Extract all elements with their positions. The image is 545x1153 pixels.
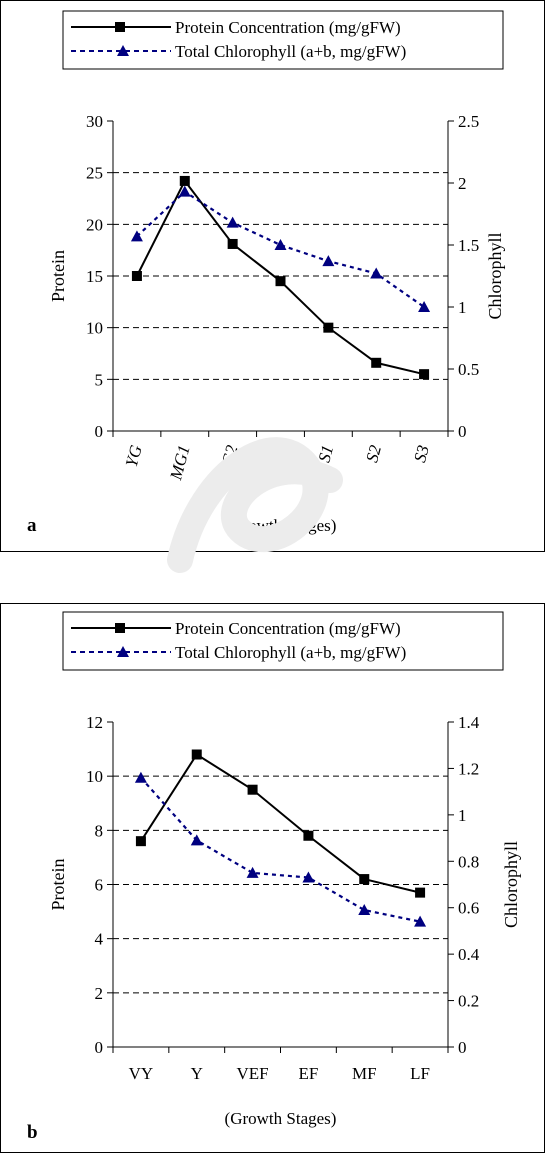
protein-point (135, 836, 146, 847)
chlorophyll-point (246, 866, 259, 878)
chlorophyll-point (130, 230, 143, 242)
chart-panel-a: Protein Concentration (mg/gFW) Total Chlo… (0, 0, 545, 552)
y-axis-title: Protein (48, 250, 68, 302)
left-tick-label: 5 (95, 370, 104, 389)
x-tick-label: MF (352, 1064, 377, 1083)
right-tick-label: 0 (458, 422, 467, 441)
legend-marker-triangle (117, 45, 129, 56)
protein-point (415, 887, 426, 898)
protein-point (303, 830, 314, 841)
legend-marker-square (115, 623, 125, 633)
chart-b-svg: Protein Concentration (mg/gFW) Total Chlo… (27, 611, 521, 1143)
x-tick-label: MG1 (166, 443, 194, 483)
x-tick-label: MG2 (214, 443, 242, 483)
legend-box (62, 611, 504, 671)
chlorophyll-point (302, 871, 315, 883)
legend-box (62, 10, 504, 70)
chlorophyll-point (418, 301, 431, 312)
left-tick-label: 30 (86, 112, 103, 131)
legend-label-0: Protein Concentration (mg/gFW) (175, 619, 401, 638)
chlorophyll-point (322, 255, 335, 267)
left-tick-label: 2 (95, 984, 104, 1003)
protein-point (179, 175, 190, 186)
left-tick-label: 10 (86, 767, 103, 786)
chlorophyll-point (414, 915, 427, 927)
protein-point (191, 749, 202, 760)
x-axis-title: (Growth Stages) (225, 516, 337, 535)
right-tick-label: 1 (458, 806, 467, 825)
right-tick-label: 1.4 (458, 713, 480, 732)
x-tick-label: MG3 (262, 443, 290, 483)
chart-a-svg: Protein Concentration (mg/gFW) Total Chlo… (27, 10, 505, 536)
chlorophyll-point (358, 904, 371, 916)
x-tick-label: S2 (362, 443, 385, 465)
chlorophyll-point (178, 185, 191, 197)
chlorophyll-point (370, 267, 383, 279)
series-line-chlorophyll (140, 776, 421, 923)
legend-label-0: Protein Concentration (mg/gFW) (175, 18, 401, 37)
left-tick-label: 0 (95, 422, 104, 441)
left-tick-label: 0 (95, 1038, 104, 1057)
series-line-protein (140, 753, 421, 894)
x-axis-title: (Growth Stages) (225, 1109, 337, 1128)
left-tick-label: 15 (86, 267, 103, 286)
y2-axis-title: Chlorophyll (485, 232, 505, 319)
y2-axis-title: Chlorophyll (501, 841, 521, 928)
left-tick-label: 8 (95, 821, 104, 840)
right-tick-label: 1.2 (458, 759, 479, 778)
chlorophyll-point (274, 239, 287, 250)
protein-point (323, 322, 334, 333)
x-tick-label: VEF (237, 1064, 269, 1083)
protein-point (371, 357, 382, 368)
left-tick-label: 25 (86, 164, 103, 183)
x-tick-label: S3 (410, 443, 433, 464)
chart-panel-b: Protein Concentration (mg/gFW) Total Chlo… (0, 603, 545, 1153)
left-tick-label: 4 (95, 930, 104, 949)
panel-letter: b (27, 1122, 38, 1143)
x-tick-label: LF (410, 1064, 430, 1083)
right-tick-label: 0.4 (458, 945, 480, 964)
legend-marker-square (115, 22, 125, 32)
right-tick-label: 0.2 (458, 992, 479, 1011)
protein-point (131, 271, 142, 281)
y-axis-title: Protein (48, 859, 68, 911)
chlorophyll-point (134, 771, 147, 783)
x-tick-label: S1 (314, 443, 337, 464)
chlorophyll-point (190, 834, 203, 846)
x-tick-label: YG (122, 443, 146, 469)
left-tick-label: 10 (86, 319, 103, 338)
right-tick-label: 2 (458, 174, 467, 193)
legend-label-1: Total Chlorophyll (a+b, mg/gFW) (175, 643, 406, 662)
legend-label-1: Total Chlorophyll (a+b, mg/gFW) (175, 42, 406, 61)
right-tick-label: 1.5 (458, 236, 479, 255)
protein-point (227, 238, 238, 249)
right-tick-label: 2.5 (458, 112, 479, 131)
left-tick-label: 6 (95, 876, 104, 895)
legend-marker-triangle (117, 646, 129, 657)
right-tick-label: 0.6 (458, 899, 479, 918)
panel-letter: a (27, 515, 37, 536)
x-tick-label: EF (298, 1064, 318, 1083)
x-tick-label: VY (129, 1064, 154, 1083)
right-tick-label: 1 (458, 298, 467, 317)
left-tick-label: 12 (86, 713, 103, 732)
left-tick-label: 20 (86, 215, 103, 234)
right-tick-label: 0 (458, 1038, 467, 1057)
protein-point (359, 874, 370, 885)
protein-point (247, 784, 258, 795)
chlorophyll-point (226, 216, 239, 228)
right-tick-label: 0.8 (458, 852, 479, 871)
x-tick-label: Y (191, 1064, 203, 1083)
protein-point (419, 369, 430, 380)
protein-point (275, 276, 286, 287)
right-tick-label: 0.5 (458, 360, 479, 379)
